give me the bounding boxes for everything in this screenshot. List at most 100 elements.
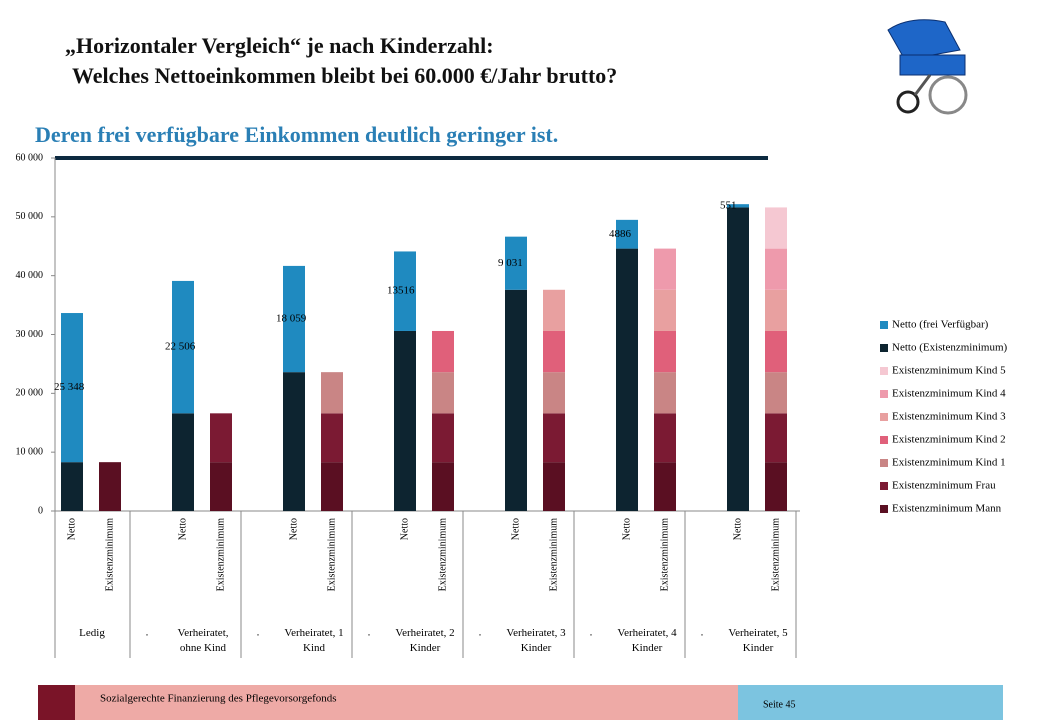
x-tick-label: Existenzminimum [326,518,337,592]
separator: . [368,627,371,639]
bar-segment [765,248,787,290]
x-tick-label: Netto [66,518,77,540]
bar-segment [543,330,565,373]
y-tick-label: 40 000 [16,270,44,281]
x-tick-label: Netto [177,518,188,540]
group-label: Verheiratet, 1 Kind [284,627,343,654]
bar-segment [727,207,749,512]
legend-swatch [880,390,888,398]
bar-segment [543,462,565,511]
x-tick-label: Existenzminimum [548,518,559,592]
bar-segment [505,236,527,290]
separator: . [257,627,260,639]
data-label: 18 059 [276,313,307,325]
x-tick-label: Existenzminimum [437,518,448,592]
legend-label: Existenzminimum Frau [892,480,996,492]
data-label: 25 348 [54,381,85,393]
bar-segment [432,330,454,373]
footer-block [38,685,75,720]
bar-segment [505,289,527,511]
bar-segment [432,372,454,414]
bar-segment [654,289,676,331]
x-tick-label: Netto [288,518,299,540]
legend-swatch [880,482,888,490]
legend-label: Netto (frei Verfügbar) [892,319,989,331]
page-number: Seite 45 [763,699,796,710]
y-tick-label: 0 [38,505,43,516]
bar-segment [61,313,83,463]
legend-swatch [880,505,888,513]
bar-segment [654,248,676,290]
icon [887,19,968,115]
x-tick-label: Existenzminimum [659,518,670,592]
group-label: Verheiratet, 2 Kinder [395,627,454,654]
bar-segment [210,462,232,511]
bar-segment [765,207,787,249]
x-tick-label: Existenzminimum [215,518,226,592]
bar-segment [432,413,454,463]
bar-segment [61,462,83,511]
title: „Horizontaler Vergleich“ je nach Kinderz… [65,33,494,58]
legend-label: Existenzminimum Mann [892,503,1002,515]
group-label: Verheiratet, 5 Kinder [728,627,788,654]
footer-text: Sozialgerechte Finanzierung des Pflegevo… [100,693,337,705]
group-label: Verheiratet, 4 Kinder [617,627,677,654]
footer-band [738,685,1003,720]
legend-label: Existenzminimum Kind 5 [892,365,1006,377]
bar-segment [99,462,121,511]
bar-segment [172,413,194,511]
separator: . [146,627,149,639]
y-tick-label: 60 000 [16,152,44,163]
legend-label: Netto (Existenzminimum) [892,342,1008,354]
bar-segment [543,372,565,414]
group-label: Ledig [79,627,105,639]
bar-segment [654,413,676,463]
x-tick-label: Netto [399,518,410,540]
bar-segment [394,251,416,331]
legend-swatch [880,413,888,421]
bar-segment [543,289,565,331]
bar-segment [654,330,676,373]
x-tick-label: Existenzminimum [104,518,115,592]
bar-segment [765,413,787,463]
bar-segment [765,289,787,331]
x-tick-label: Netto [621,518,632,540]
legend-swatch [880,436,888,444]
data-label: 4886 [609,228,632,240]
bar-segment [616,248,638,511]
legend-swatch [880,459,888,467]
bar-segment [172,280,194,414]
separator: . [590,627,593,639]
bar-segment [321,413,343,463]
y-tick-label: 30 000 [16,329,44,340]
bar-segment [727,204,749,208]
bar-segment [654,462,676,511]
footer-band [75,685,738,720]
bar-segment [283,372,305,511]
bar-segment [543,413,565,463]
bar-segment [765,330,787,373]
subtitle: Deren frei verfügbare Einkommen deutlich… [35,122,558,147]
bar-segment [765,462,787,511]
y-tick-label: 20 000 [16,388,44,399]
legend-swatch [880,344,888,352]
data-label: 551 [720,199,737,211]
group-label: Verheiratet, 3 Kinder [506,627,566,654]
bar-segment [616,219,638,249]
bar-segment [321,372,343,414]
legend-label: Existenzminimum Kind 4 [892,388,1006,400]
bar-segment [654,372,676,414]
bar-segment [394,330,416,511]
data-label: 22 506 [165,341,196,353]
bar-segment [765,372,787,414]
legend-label: Existenzminimum Kind 3 [892,411,1006,423]
bar-segment [210,413,232,463]
x-tick-label: Existenzminimum [770,518,781,592]
bar-segment [432,462,454,511]
bar-segment [321,462,343,511]
x-tick-label: Netto [732,518,743,540]
x-tick-label: Netto [510,518,521,540]
legend-label: Existenzminimum Kind 1 [892,457,1006,469]
group-label: Verheiratet, ohne Kind [178,627,229,654]
